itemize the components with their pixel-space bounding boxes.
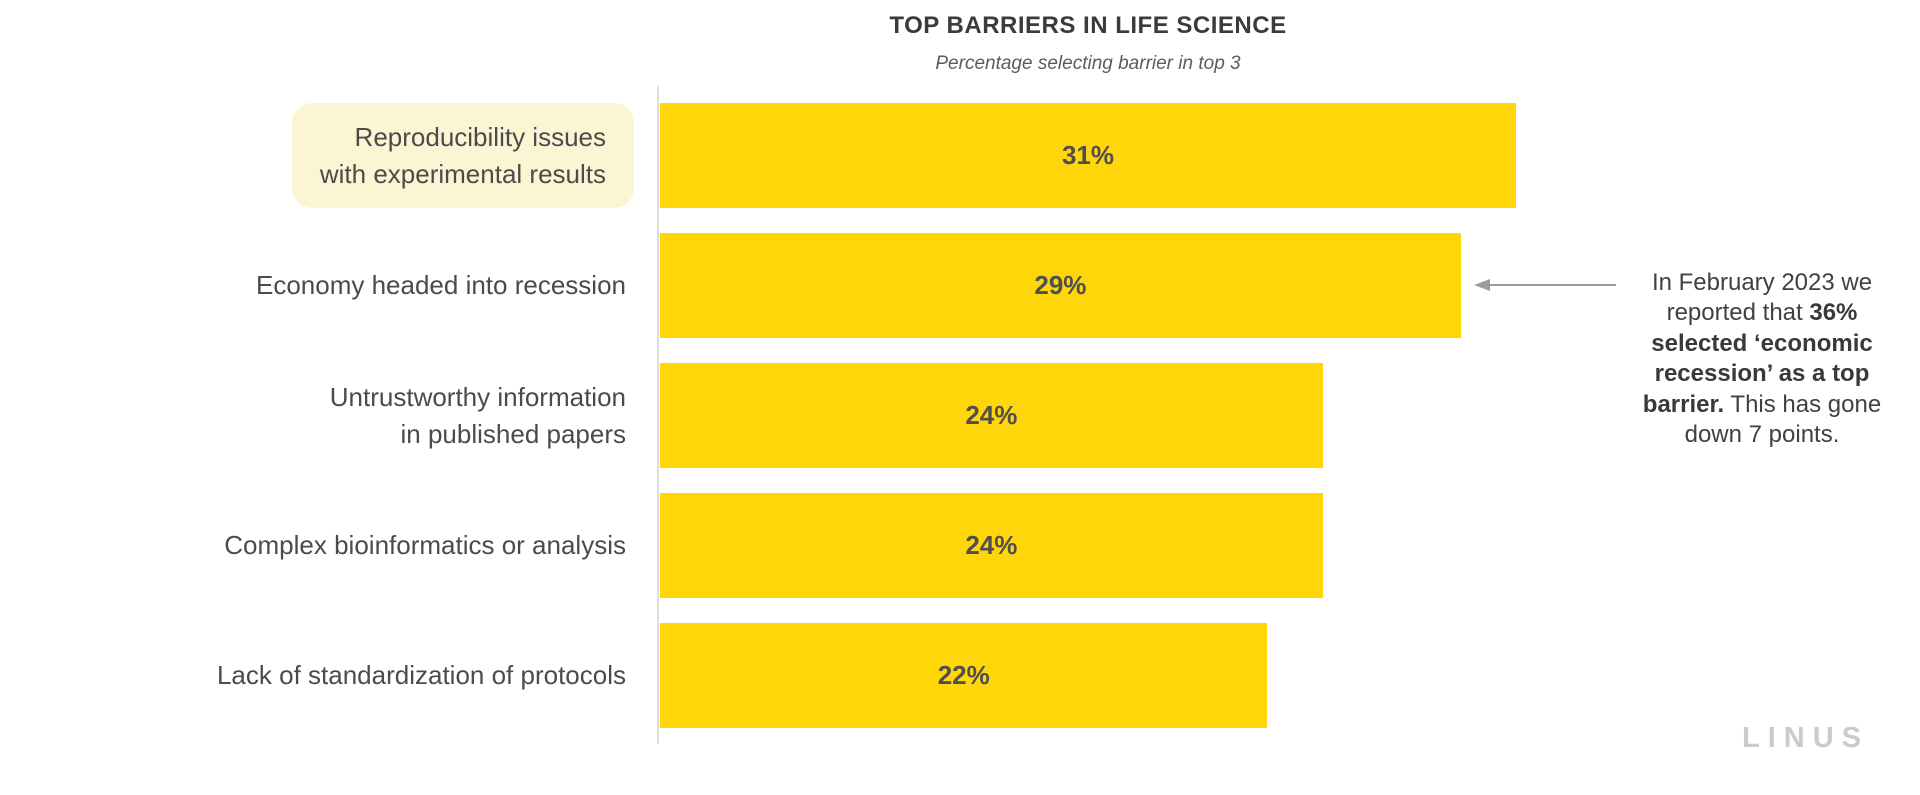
bar-value-label: 29% bbox=[1034, 270, 1087, 300]
label-cell: Untrustworthy information in published p… bbox=[0, 363, 634, 468]
category-label: Reproducibility issues with experimental… bbox=[319, 121, 606, 189]
bar-row: Reproducibility issues with experimental… bbox=[0, 103, 1516, 208]
bar: 31% bbox=[660, 103, 1516, 208]
bar-value-label: 24% bbox=[965, 400, 1018, 430]
bar: 22% bbox=[660, 623, 1268, 728]
category-label: Complex bioinformatics or analysis bbox=[224, 530, 626, 561]
label-cell: Economy headed into recession bbox=[0, 233, 634, 338]
bar-row: Complex bioinformatics or analysis 24% bbox=[0, 493, 1516, 598]
bar-track: 24% bbox=[660, 363, 1516, 468]
annotation-text-bold: 36% selected ‘economic recession’ as a t… bbox=[1642, 299, 1873, 418]
bar-row: Lack of standardization of protocols 22% bbox=[0, 623, 1516, 728]
bar-track: 31% bbox=[660, 103, 1516, 208]
category-label: Untrustworthy information in published p… bbox=[329, 381, 626, 449]
bar-value-label: 31% bbox=[1061, 140, 1115, 170]
bar-row: Untrustworthy information in published p… bbox=[0, 363, 1516, 468]
bar-value-label: 22% bbox=[937, 660, 990, 690]
brand-logo: LINUS bbox=[1742, 722, 1869, 754]
category-label: Lack of standardization of protocols bbox=[216, 660, 626, 691]
label-cell: Lack of standardization of protocols bbox=[0, 623, 634, 728]
annotation-text-before: In February 2023 we reported that bbox=[1651, 269, 1873, 327]
bar-value-label: 24% bbox=[965, 530, 1018, 560]
y-axis-line bbox=[657, 86, 659, 744]
annotation-text-after: This has gone down 7 points. bbox=[1684, 390, 1882, 449]
category-label-highlight: Reproducibility issues with experimental… bbox=[291, 103, 634, 208]
annotation: In February 2023 we reported that 36% se… bbox=[1632, 268, 1892, 451]
bar: 29% bbox=[660, 233, 1461, 338]
bar-track: 29% bbox=[660, 233, 1516, 338]
annotation-arrow-icon bbox=[1474, 275, 1616, 295]
chart-header: TOP BARRIERS IN LIFE SCIENCE Percentage … bbox=[660, 12, 1516, 75]
bar: 24% bbox=[660, 363, 1323, 468]
label-cell: Reproducibility issues with experimental… bbox=[0, 103, 634, 208]
bar: 24% bbox=[660, 493, 1323, 598]
bar-track: 22% bbox=[660, 623, 1516, 728]
chart-subtitle: Percentage selecting barrier in top 3 bbox=[935, 53, 1241, 74]
category-label: Economy headed into recession bbox=[255, 270, 626, 301]
label-cell: Complex bioinformatics or analysis bbox=[0, 493, 634, 598]
bar-track: 24% bbox=[660, 493, 1516, 598]
chart-title: TOP BARRIERS IN LIFE SCIENCE bbox=[889, 12, 1287, 39]
bar-row: Economy headed into recession 29% bbox=[0, 233, 1516, 338]
bar-chart: Reproducibility issues with experimental… bbox=[0, 103, 1516, 753]
